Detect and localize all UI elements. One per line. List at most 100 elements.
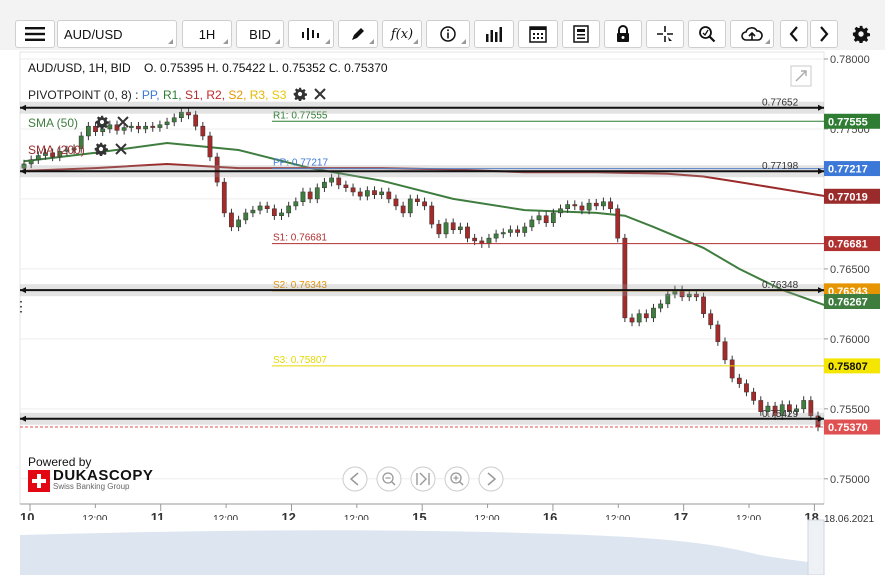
news-icon [573,25,589,43]
crosshair-button[interactable] [646,20,684,48]
info-icon [440,26,456,42]
info-button[interactable] [426,20,470,48]
pivot-legend: PIVOTPOINT (0, 8) : PP, R1, S1, R2, S2, … [28,87,326,102]
timeframe-select[interactable]: 1H [182,20,232,48]
y-tick-label: 0.78000 [830,54,870,66]
candle-body [550,212,556,223]
price-tag-label: 0.75807 [828,361,868,373]
sma200-label: SMA (200) [28,143,85,157]
chevron-down-icon [413,39,418,44]
y-tick-label: 0.76000 [830,334,870,346]
candle-body [279,212,284,216]
candle-body [601,201,606,207]
volume-button[interactable] [474,20,514,48]
sma50-line [23,141,826,307]
candle-body [400,205,406,214]
candle-body [779,404,785,417]
zoom-in-button[interactable] [444,466,470,492]
y-tick-label: 0.75500 [830,404,870,416]
upload-button[interactable] [730,20,774,48]
x-tick-label: 12:00 [736,514,761,525]
news-button[interactable] [562,20,600,48]
price-chart[interactable]: R1: 0.77555 PP: 0.77217 S1: 0.76681 S2: 0.7… [0,50,885,575]
calendar-button[interactable] [518,20,558,48]
drawing-tools-button[interactable] [338,20,378,48]
scroll-right-button[interactable] [810,20,838,48]
dukascopy-watermark: Powered by DUKASCOPY Swiss Banking Group [28,455,153,492]
close-icon[interactable] [314,88,326,100]
horizontal-line-label: 0.75429 [762,409,799,420]
chevron-down-icon [168,39,173,44]
gear-icon[interactable] [95,115,110,130]
candle-body [407,198,413,214]
scroll-left-button[interactable] [780,20,808,48]
zoom-button[interactable] [688,20,726,48]
chevron-down-icon [369,39,374,44]
candle-body [415,198,420,202]
reset-zoom-button[interactable] [410,466,436,492]
pan-right-button[interactable] [478,466,504,492]
close-icon[interactable] [116,116,129,128]
chart-type-button[interactable] [288,20,334,48]
overview-navigator[interactable] [20,519,825,575]
candle-body [608,201,613,209]
horizontal-line-label: 0.77652 [762,98,799,109]
ohlc-values: O. 0.75395 H. 0.75422 L. 0.75352 C. 0.75… [144,61,388,75]
candle-body [64,149,70,152]
s3-legend: S3 [271,88,287,102]
pivot-label-r1: R1: 0.77555 [273,110,328,121]
sma200-legend: SMA (200) [28,142,128,157]
sma50-label: SMA (50) [28,116,79,130]
menu-button[interactable] [15,20,55,48]
chevron-down-icon [223,39,228,44]
lock-button[interactable] [604,20,642,48]
candle-body [622,237,628,319]
x-tick-label: 12:00 [213,514,238,525]
chevron-left-icon [789,26,798,42]
candle-body [343,184,349,188]
cloud-upload-icon [741,27,763,41]
close-icon[interactable] [115,143,128,155]
indicators-button[interactable]: f(x) [382,20,422,48]
candle-body [21,163,27,169]
candle-body [322,181,327,188]
candle-body [336,177,342,186]
pivot-label-pp: PP: 0.77217 [273,158,328,169]
candle-body [457,226,463,230]
candle-body [214,156,220,183]
x-tick-label: 12:00 [344,514,369,525]
resize-handle-icon[interactable]: ⋮ [14,298,28,314]
settings-button[interactable] [844,20,878,48]
candle-body [579,205,585,211]
pan-left-button[interactable] [342,466,368,492]
gear-icon[interactable] [94,142,109,157]
candle-body [465,226,470,239]
candle-body [43,152,48,156]
candle-body [300,191,306,202]
brand-tagline: Swiss Banking Group [53,482,130,491]
horizontal-line-label: 0.76348 [762,280,799,291]
price-tag [824,188,880,204]
symbol-select[interactable]: AUD/USD [57,20,177,48]
candle-body [443,222,449,235]
zoom-out-button[interactable] [376,466,402,492]
powered-by-label: Powered by [28,455,92,469]
gear-icon[interactable] [293,87,307,102]
candle-body [751,391,756,401]
candle-body [472,237,478,242]
price-side-select[interactable]: BID [236,20,284,48]
candle-body [436,223,442,235]
lock-icon [617,25,629,42]
bar-chart-icon [486,27,502,42]
candle-body [136,125,141,130]
r3-legend: R3, [249,88,269,102]
candle-body [357,191,363,197]
candle-body [572,204,578,207]
candle-body [658,303,664,309]
instrument-label: AUD/USD, 1H, BID [28,61,131,75]
candle-body [307,191,313,200]
expand-icon[interactable] [790,65,812,87]
candle-body [636,313,642,323]
candle-body [93,125,98,133]
candle-body [450,222,456,230]
